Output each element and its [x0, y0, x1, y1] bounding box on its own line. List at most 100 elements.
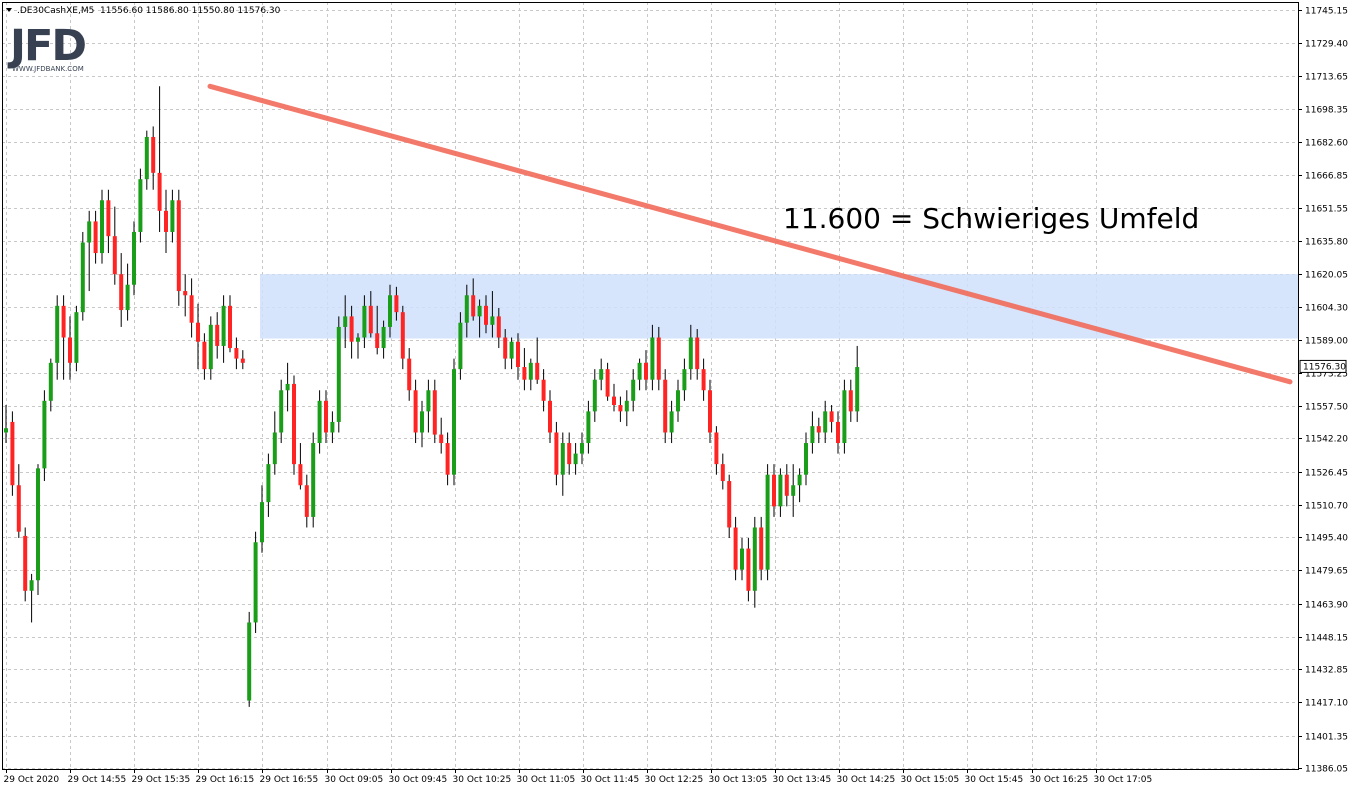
y-tick-label: 11666.85: [1305, 172, 1348, 182]
y-tick-label: 11386.05: [1305, 765, 1348, 775]
y-tick-label: 11448.15: [1305, 634, 1348, 644]
candle-bear: [234, 348, 239, 359]
candle-bull: [669, 411, 674, 433]
candle-bear: [10, 421, 15, 486]
candle-bull: [823, 411, 828, 433]
candle-bull: [388, 295, 392, 327]
candle-bull: [55, 305, 60, 363]
candle-bull: [631, 379, 636, 401]
candle-bear: [567, 443, 572, 465]
y-tick-label: 11401.35: [1305, 733, 1348, 743]
y-tick-label: 11682.60: [1305, 139, 1348, 149]
candles: [4, 86, 860, 707]
y-tick-label: 11651.55: [1305, 205, 1348, 215]
chart-header: .DE30CashXE,M5 11556.60 11586.80 11550.8…: [6, 6, 281, 16]
axes: [2, 2, 1302, 773]
x-tick-label: 30 Oct 12:25: [645, 775, 704, 785]
candle-bull: [266, 464, 271, 503]
candle-bear: [605, 369, 610, 397]
candle-bull: [74, 312, 79, 363]
candle-bear: [176, 200, 181, 292]
y-tick-label: 11432.85: [1305, 666, 1348, 676]
candle-bear: [413, 390, 418, 433]
candle-bear: [484, 305, 488, 325]
current-price-marker: 11576.30: [1299, 359, 1347, 373]
candle-bull: [4, 428, 8, 433]
candle-bear: [701, 369, 706, 391]
candle-bear: [848, 390, 853, 412]
candle-bull: [260, 502, 264, 543]
candle-bull: [48, 362, 53, 401]
y-tick-label: 11526.45: [1305, 469, 1348, 479]
x-tick-label: 30 Oct 10:25: [453, 775, 512, 785]
candle-bull: [791, 485, 796, 496]
candle-bear: [93, 221, 98, 254]
candle-bull: [336, 326, 341, 422]
x-tick-label: 30 Oct 11:45: [581, 775, 640, 785]
candle-bull: [221, 305, 226, 346]
jfd-logo: JFD WWW.JFDBANK.COM: [7, 21, 87, 73]
candle-bear: [298, 464, 303, 486]
candle-bull: [285, 383, 290, 391]
candle-bear: [215, 324, 220, 346]
candle-bull: [42, 400, 47, 469]
candle-bull: [650, 337, 655, 380]
candle-bull: [381, 326, 386, 349]
x-tick-label: 30 Oct 11:05: [517, 775, 576, 785]
candle-bull: [29, 580, 34, 591]
candle-bear: [522, 367, 527, 380]
y-tick-label: 11495.40: [1305, 534, 1348, 544]
x-tick-label: 30 Oct 14:25: [837, 775, 896, 785]
candle-bear: [516, 341, 520, 368]
candle-bull: [208, 324, 213, 370]
y-tick-label: 11635.80: [1305, 238, 1348, 248]
y-tick-label: 11729.40: [1305, 40, 1348, 50]
candle-bear: [733, 527, 738, 570]
candle-bull: [765, 474, 770, 570]
candle-bull: [637, 362, 642, 380]
x-tick-label: 29 Oct 15:35: [132, 775, 191, 785]
candle-bear: [656, 337, 661, 380]
candle-bear: [400, 312, 405, 359]
y-tick-label: 11713.65: [1305, 73, 1348, 83]
y-tick-label: 11698.35: [1305, 106, 1348, 116]
candle-bear: [183, 291, 188, 296]
candle-bear: [829, 411, 834, 422]
y-tick-label: 11542.20: [1305, 435, 1348, 445]
dropdown-triangle-icon[interactable]: [6, 8, 12, 12]
candle-bear: [618, 405, 623, 412]
symbol-label: .DE30CashXE,M5: [17, 6, 94, 16]
candle-bull: [682, 369, 687, 391]
candle-bull: [528, 362, 533, 380]
candle-bear: [612, 396, 616, 406]
candle-bull: [311, 443, 316, 517]
candle-bull: [804, 443, 808, 475]
y-tick-label: 11417.10: [1305, 699, 1348, 709]
candle-bear: [61, 305, 66, 338]
candle-bull: [138, 179, 143, 232]
candle-bull: [356, 337, 360, 342]
candle-bear: [196, 322, 200, 342]
candle-bear: [23, 535, 28, 591]
candle-bull: [317, 400, 322, 444]
candle-bear: [695, 337, 700, 370]
candle-bull: [420, 411, 424, 433]
candle-bull: [247, 622, 252, 701]
candle-bull: [688, 337, 693, 370]
candle-bull: [132, 231, 136, 285]
candle-bull: [458, 322, 463, 370]
candle-bear: [16, 485, 21, 532]
x-tick-label: 30 Oct 16:25: [1030, 775, 1089, 785]
candle-bear: [368, 305, 373, 334]
candle-bull: [573, 453, 578, 465]
candle-bear: [157, 172, 162, 211]
logo-mark: JFD: [7, 21, 85, 71]
candle-bear: [554, 432, 559, 475]
x-tick-label: 29 Oct 16:55: [260, 775, 319, 785]
candle-bear: [541, 379, 546, 401]
x-tick-label: 30 Oct 13:05: [709, 775, 768, 785]
candle-bear: [304, 485, 309, 517]
y-tick-label: 11620.05: [1305, 271, 1348, 281]
y-tick-label: 11557.50: [1305, 403, 1348, 413]
